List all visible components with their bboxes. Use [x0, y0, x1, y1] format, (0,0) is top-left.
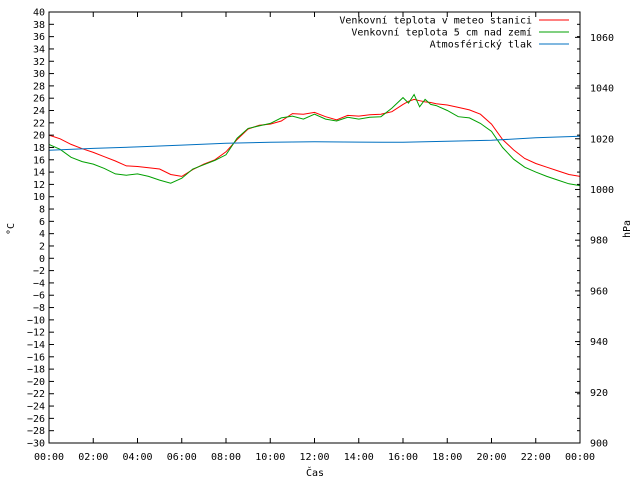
legend: Venkovní teplota v meteo staniciVenkovní…: [339, 15, 569, 51]
y-left-tick-label: −10: [27, 315, 45, 326]
x-tick-label: 18:00: [432, 452, 462, 463]
y-left-tick-label: 18: [33, 143, 45, 154]
x-axis-title: Čas: [306, 466, 324, 479]
y-left-tick-label: −14: [27, 340, 45, 351]
y-left-tick-label: 40: [33, 8, 45, 19]
y-left-tick-label: 36: [33, 32, 45, 43]
legend-label: Atmosférický tlak: [430, 39, 532, 51]
series-line-3: [48, 135, 581, 151]
y-left-tick-label: 30: [33, 69, 45, 80]
y-left-tick-label: −24: [27, 402, 45, 413]
y-left-tick-label: 8: [39, 205, 45, 216]
x-tick-label: 04:00: [122, 452, 152, 463]
y-axis-right-title: hPa: [622, 220, 633, 238]
y-right-tick-label: 960: [590, 286, 608, 297]
x-tick-label: 14:00: [344, 452, 374, 463]
y-left-tick-label: 20: [33, 131, 45, 142]
y-left-tick-label: 26: [33, 94, 45, 105]
y-left-tick-label: −6: [33, 291, 45, 302]
y-left-tick-label: 34: [33, 44, 45, 55]
y-right-tick-label: 1040: [590, 84, 614, 95]
y-left-tick-label: 16: [33, 155, 45, 166]
y-left-tick-label: 38: [33, 20, 45, 31]
y-left-tick-label: 0: [39, 254, 45, 265]
y-left-tick-label: 12: [33, 180, 45, 191]
y-right-tick-label: 920: [590, 388, 608, 399]
y-left-tick-label: −12: [27, 328, 45, 339]
y-left-tick-label: 6: [39, 217, 45, 228]
y-left-tick-label: −30: [27, 439, 45, 450]
x-tick-label: 06:00: [167, 452, 197, 463]
y-right-tick-label: 940: [590, 337, 608, 348]
y-left-tick-label: 4: [39, 229, 45, 240]
y-left-tick-label: 32: [33, 57, 45, 68]
y-left-tick-label: −4: [33, 278, 45, 289]
x-tick-label: 00:00: [565, 452, 595, 463]
y-left-tick-label: −16: [27, 352, 45, 363]
y-left-tick-label: −2: [33, 266, 45, 277]
axis-layer: −30−28−26−24−22−20−18−16−14−12−10−8−6−4−…: [27, 8, 614, 464]
x-tick-label: 22:00: [521, 452, 551, 463]
x-tick-label: 12:00: [299, 452, 329, 463]
legend-label: Venkovní teplota v meteo stanici: [339, 15, 532, 27]
y-right-tick-label: 1000: [590, 185, 614, 196]
x-tick-label: 08:00: [211, 452, 241, 463]
series-line-2: [48, 93, 581, 187]
x-tick-label: 20:00: [476, 452, 506, 463]
y-left-tick-label: −8: [33, 303, 45, 314]
y-left-tick-label: −18: [27, 365, 45, 376]
y-left-tick-label: 2: [39, 241, 45, 252]
y-left-tick-label: −22: [27, 389, 45, 400]
y-left-tick-label: −28: [27, 426, 45, 437]
legend-label: Venkovní teplota 5 cm nad zemí: [351, 27, 532, 39]
y-left-tick-label: 22: [33, 118, 45, 129]
y-left-tick-label: 24: [33, 106, 45, 117]
y-right-tick-label: 900: [590, 439, 608, 450]
y-left-tick-label: −20: [27, 377, 45, 388]
x-tick-label: 10:00: [255, 452, 285, 463]
y-right-tick-label: 980: [590, 236, 608, 247]
x-tick-label: 02:00: [78, 452, 108, 463]
series-line-1: [48, 98, 581, 177]
x-tick-label: 00:00: [34, 452, 64, 463]
y-left-tick-label: 10: [33, 192, 45, 203]
x-tick-label: 16:00: [388, 452, 418, 463]
y-left-tick-label: 14: [33, 168, 45, 179]
y-axis-left-title: °C: [6, 223, 17, 235]
y-left-tick-label: 28: [33, 81, 45, 92]
y-right-tick-label: 1060: [590, 33, 614, 44]
series-layer: [48, 93, 581, 187]
y-right-tick-label: 1020: [590, 134, 614, 145]
y-left-tick-label: −26: [27, 414, 45, 425]
